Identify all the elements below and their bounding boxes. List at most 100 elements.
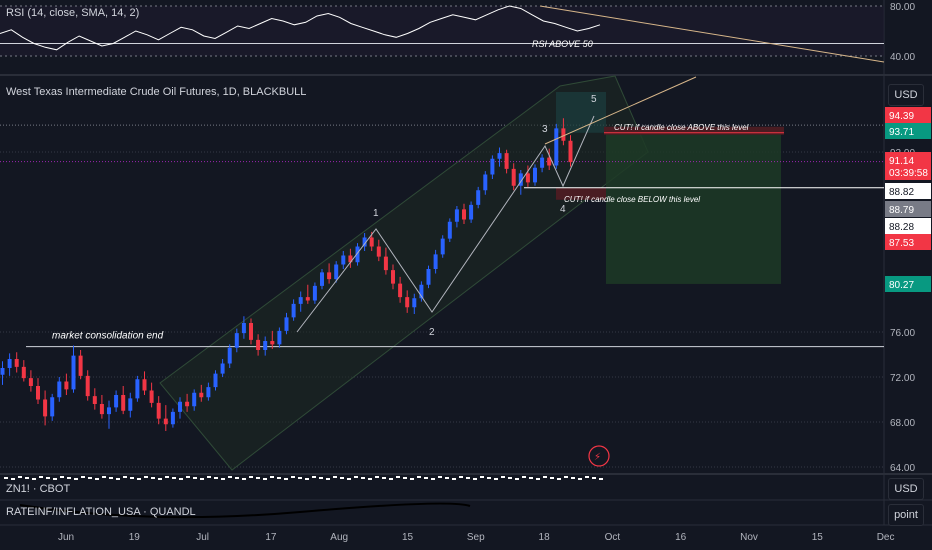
zn-bar — [445, 477, 449, 479]
candle-body — [28, 378, 33, 386]
zn-bar — [326, 478, 330, 480]
zn-bar — [522, 476, 526, 478]
y-tick-label: 64.00 — [890, 463, 915, 474]
rsi-pane-title[interactable]: RSI (14, close, SMA, 14, 2) — [6, 7, 140, 19]
candle-body — [469, 204, 474, 220]
y-tick-label: 76.00 — [890, 328, 915, 339]
zn-bar — [25, 477, 29, 479]
candle-body — [7, 359, 12, 368]
zn-bar — [270, 476, 274, 478]
zn-bar — [410, 478, 414, 480]
candle-body — [561, 128, 566, 141]
candle-body — [220, 363, 225, 374]
x-tick-label: Oct — [605, 532, 621, 543]
candle-body — [78, 355, 83, 376]
zn-bar — [501, 476, 505, 478]
candle-body — [320, 272, 324, 286]
zn-pane-title[interactable]: ZN1! · CBOT — [6, 483, 71, 495]
main-pane-title[interactable]: West Texas Intermediate Crude Oil Future… — [6, 86, 307, 98]
y-tick-label: 72.00 — [890, 373, 915, 384]
candle-body — [21, 366, 26, 379]
zn-bar — [228, 476, 232, 478]
zn-bar — [564, 476, 568, 478]
candle-body — [107, 407, 111, 415]
rsi-trendline — [539, 5, 885, 63]
candle-body — [249, 323, 253, 340]
candle-body — [525, 173, 530, 183]
rsi-axis-label: 40.00 — [890, 52, 915, 63]
price-label-bg — [885, 123, 931, 139]
zn-bar — [480, 476, 484, 478]
candle-body — [36, 386, 40, 400]
ascending-channel — [159, 75, 649, 471]
candle-body — [227, 347, 232, 364]
candle-body — [334, 264, 339, 280]
zn-bar — [396, 476, 400, 478]
zn-bar — [242, 478, 246, 480]
zn-bar — [130, 477, 134, 479]
zn-bar — [599, 478, 603, 480]
zn-bar — [557, 478, 561, 480]
zn-bar — [39, 476, 43, 478]
candle-body — [454, 209, 459, 222]
zn-bar — [382, 477, 386, 479]
candle-body — [327, 272, 332, 280]
zn-pane-currency-button[interactable]: USD — [888, 478, 924, 500]
zn-bar — [32, 478, 36, 480]
x-tick-label: Dec — [877, 532, 895, 543]
zn-bar — [284, 478, 288, 480]
alert-icon — [588, 445, 610, 467]
candle-body — [540, 157, 545, 168]
zn-bar — [585, 476, 589, 478]
candle-body — [433, 254, 438, 269]
candle-body — [163, 418, 168, 425]
candle-body — [135, 379, 140, 399]
x-tick-label: 15 — [402, 532, 414, 543]
candle-body — [312, 285, 317, 301]
x-tick-label: Jun — [58, 532, 74, 543]
candle-body — [476, 190, 481, 205]
candle-body — [383, 256, 388, 271]
zn-bar — [487, 477, 491, 479]
zn-bar — [123, 476, 127, 478]
zn-bar — [403, 477, 407, 479]
zn-bar — [305, 478, 309, 480]
zn-bar — [207, 476, 211, 478]
zn-bar — [298, 477, 302, 479]
price-label-bg — [885, 107, 931, 123]
price-label: 88.82 — [889, 187, 914, 198]
candle-body — [405, 297, 410, 308]
inflation-pane-title[interactable]: RATEINF/INFLATION_USA · QUANDL — [6, 506, 196, 518]
zn-bar — [144, 476, 148, 478]
zn-bar — [466, 477, 470, 479]
zn-bar — [438, 476, 442, 478]
zn-bar — [137, 478, 141, 480]
zn-bar — [186, 476, 190, 478]
inflation-pane-unit-button[interactable]: point — [888, 504, 924, 526]
wave-label-5: 5 — [591, 94, 597, 105]
candle-body — [412, 298, 417, 308]
candle-body — [504, 153, 509, 169]
currency-button[interactable]: USD — [888, 84, 924, 106]
cut-below-label: CUT! if candle close BELOW this level — [564, 195, 700, 204]
x-tick-label: Aug — [330, 532, 348, 543]
candle-body — [149, 390, 154, 403]
zn-bar — [4, 477, 8, 479]
zn-bar — [256, 477, 260, 479]
zn-bar — [95, 478, 99, 480]
candle-body — [490, 158, 495, 175]
lightning-icon: ⚡ — [594, 452, 601, 463]
zn-bar — [333, 476, 337, 478]
candle-body — [483, 174, 488, 191]
rsi-annotation: RSI ABOVE 50 — [532, 39, 593, 49]
candle-body — [391, 270, 395, 284]
x-tick-label: 15 — [812, 532, 824, 543]
zn-bar — [53, 478, 57, 480]
candle-body — [568, 140, 573, 163]
zn-bar — [529, 477, 533, 479]
x-tick-label: Sep — [467, 532, 485, 543]
candle-body — [85, 375, 90, 397]
price-label-bg — [885, 276, 931, 292]
zn-bar — [249, 476, 253, 478]
